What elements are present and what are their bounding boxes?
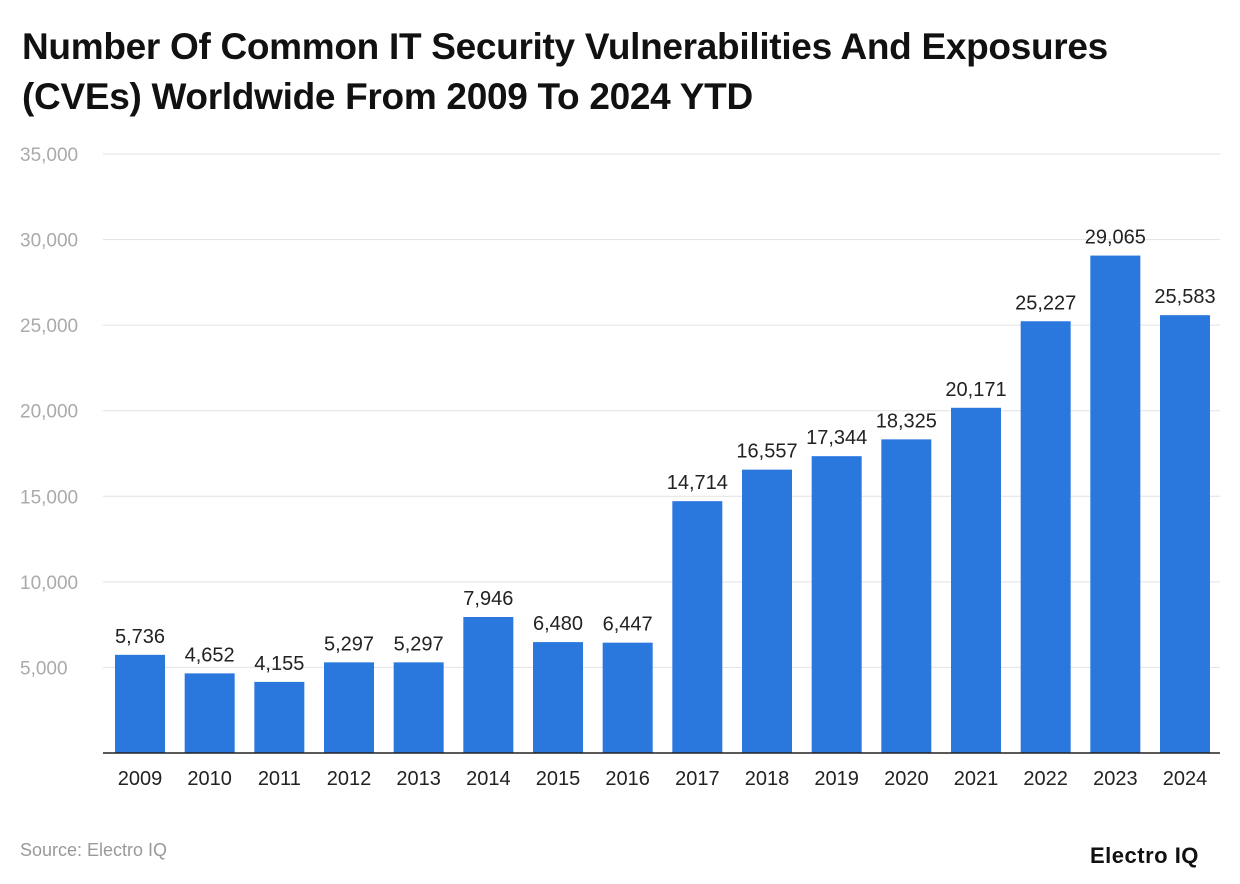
bar-2014 — [463, 617, 514, 753]
y-tick-label: 35,000 — [20, 145, 78, 166]
brand-logo: Electro IQ — [1090, 843, 1199, 868]
x-tick-label: 2009 — [118, 768, 163, 790]
bar-2018 — [742, 469, 792, 753]
data-label: 5,297 — [394, 633, 444, 655]
bar-2019 — [811, 456, 862, 753]
y-tick-label: 5,000 — [20, 658, 68, 679]
data-label: 5,297 — [324, 633, 374, 655]
bar-2010 — [184, 673, 235, 753]
data-label: 4,652 — [185, 644, 235, 666]
bar-2012 — [324, 662, 374, 753]
y-tick-label: 30,000 — [20, 231, 78, 252]
y-tick-label: 10,000 — [20, 573, 78, 594]
x-tick-label: 2013 — [396, 768, 441, 790]
data-label: 18,325 — [876, 410, 937, 432]
chart-title: Number Of Common IT Security Vulnerabili… — [22, 26, 1108, 117]
data-label: 25,583 — [1154, 286, 1215, 308]
bar-2024 — [1160, 315, 1210, 753]
x-tick-label: 2022 — [1023, 768, 1068, 790]
x-tick-label: 2018 — [745, 768, 790, 790]
bar-2015 — [533, 642, 583, 753]
data-label: 7,946 — [463, 588, 513, 610]
x-tick-label: 2016 — [605, 768, 650, 790]
x-tick-label: 2015 — [536, 768, 581, 790]
x-tick-label: 2017 — [675, 768, 720, 790]
data-label: 6,480 — [533, 613, 583, 635]
x-tick-label: 2023 — [1093, 768, 1138, 790]
x-tick-label: 2014 — [466, 768, 511, 790]
bar-2023 — [1090, 255, 1141, 753]
data-label: 17,344 — [806, 427, 867, 449]
bar-2017 — [672, 501, 723, 753]
y-tick-label: 20,000 — [20, 402, 78, 423]
data-label: 25,227 — [1015, 292, 1076, 314]
y-tick-label: 25,000 — [20, 316, 78, 337]
x-tick-label: 2010 — [187, 768, 232, 790]
y-tick-label: 15,000 — [20, 487, 78, 508]
source-note: Source: Electro IQ — [20, 840, 168, 860]
data-label: 20,171 — [945, 379, 1006, 401]
x-tick-label: 2011 — [258, 768, 301, 790]
bar-2022 — [1020, 321, 1071, 753]
bar-2011 — [254, 681, 305, 753]
x-tick-label: 2020 — [884, 768, 929, 790]
data-label: 4,155 — [254, 653, 304, 675]
bar-2009 — [115, 654, 165, 753]
bar-2016 — [602, 642, 653, 753]
bar-2021 — [951, 407, 1001, 753]
data-label: 5,736 — [115, 626, 165, 648]
data-label: 14,714 — [667, 472, 728, 494]
bar-2013 — [393, 662, 444, 753]
data-label: 16,557 — [736, 441, 797, 463]
x-tick-label: 2019 — [814, 768, 859, 790]
x-tick-label: 2021 — [954, 768, 999, 790]
bar-2020 — [881, 439, 932, 753]
x-tick-label: 2012 — [327, 768, 372, 790]
data-label: 6,447 — [603, 614, 653, 636]
data-label: 29,065 — [1085, 227, 1146, 249]
x-tick-label: 2024 — [1163, 768, 1208, 790]
